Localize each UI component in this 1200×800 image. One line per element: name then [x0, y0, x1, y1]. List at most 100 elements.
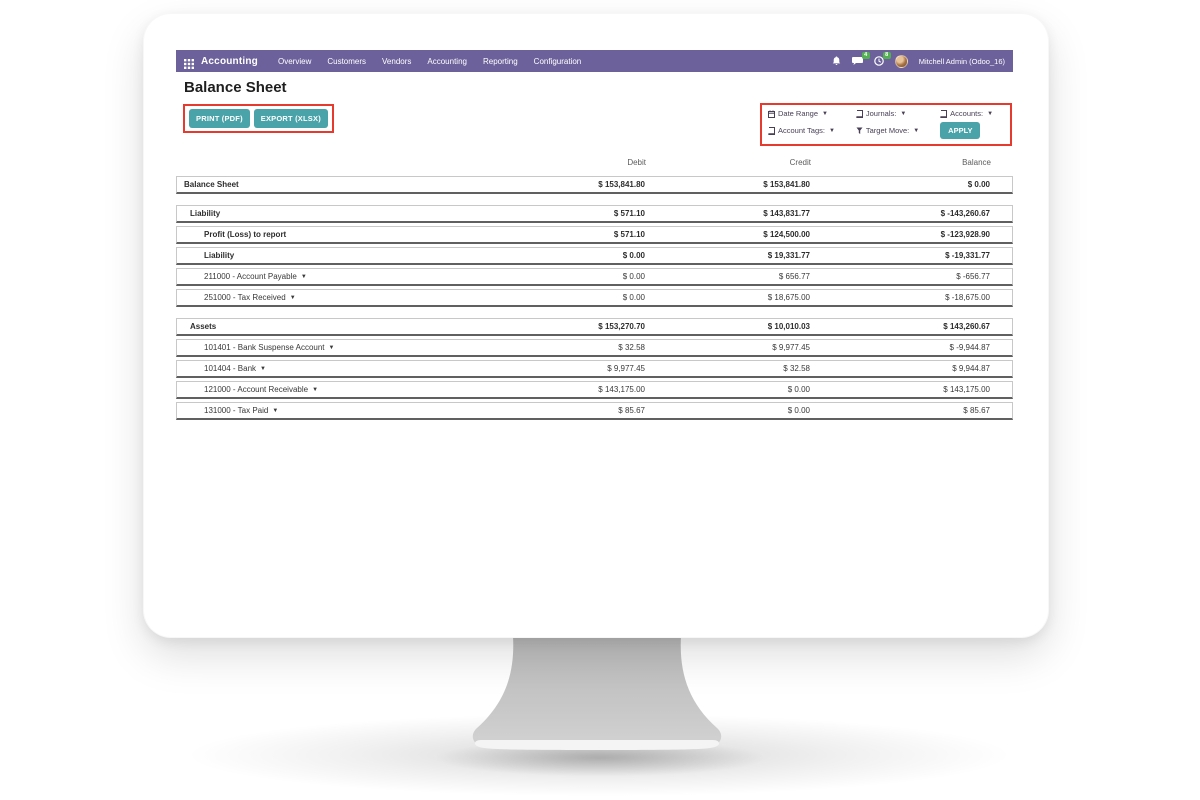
- balance-value: $ 143,175.00: [943, 385, 990, 394]
- chevron-down-icon: ▼: [987, 110, 994, 117]
- target-move-filter[interactable]: Target Move: ▼: [856, 126, 930, 135]
- account-tags-filter[interactable]: Account Tags: ▼: [768, 126, 846, 135]
- user-menu[interactable]: Mitchell Admin (Odoo_16): [918, 56, 1005, 66]
- chevron-down-icon: ▼: [822, 110, 828, 117]
- credit-value: $ 32.58: [783, 364, 810, 373]
- table-row[interactable]: 101404 - Bank ▼ $ 9,977.45 $ 32.58 $ 9,94…: [176, 360, 1013, 378]
- table-row[interactable]: 121000 - Account Receivable ▼ $ 143,175.0…: [176, 381, 1013, 399]
- label-column-header: [176, 158, 503, 167]
- chevron-down-icon: ▼: [260, 366, 266, 372]
- toolbar: PRINT (PDF) EXPORT (XLSX) Date Range ▼: [176, 96, 1013, 156]
- credit-value: $ 10,010.03: [767, 322, 810, 331]
- row-label: 131000 - Tax Paid ▼: [204, 406, 279, 415]
- page-content: Balance Sheet PRINT (PDF) EXPORT (XLSX): [176, 79, 1013, 420]
- row-label: Liability▼: [190, 209, 221, 218]
- row-label: Assets▼: [190, 322, 217, 331]
- main-menu: Overview Customers Vendors Accounting Report…: [270, 50, 589, 72]
- table-body: Balance Sheet▼ $ 153,841.80 $ 153,841.80…: [176, 176, 1013, 420]
- chevron-down-icon: ▼: [913, 127, 920, 134]
- page-title: Balance Sheet: [184, 79, 287, 96]
- monitor-stand: [467, 636, 727, 752]
- row-label: Liability▼: [204, 251, 235, 260]
- accounts-filter[interactable]: Accounts: ▼: [940, 109, 1004, 118]
- debit-value: $ 9,977.45: [607, 364, 645, 373]
- debit-value: $ 153,270.70: [598, 322, 645, 331]
- user-avatar[interactable]: [894, 54, 908, 68]
- app-brand[interactable]: Accounting: [201, 55, 258, 67]
- credit-value: $ 19,331.77: [767, 251, 810, 260]
- table-row: Liability▼ $ 0.00 $ 19,331.77 $ -19,331.…: [176, 247, 1013, 265]
- row-label: 101401 - Bank Suspense Account ▼: [204, 343, 335, 352]
- credit-value: $ 143,831.77: [763, 209, 810, 218]
- debit-value: $ 0.00: [622, 293, 645, 302]
- apply-button[interactable]: APPLY: [940, 122, 981, 139]
- activities-clock-icon[interactable]: 8: [873, 52, 891, 66]
- balance-value: $ -9,944.87: [949, 343, 990, 352]
- debit-value: $ 143,175.00: [598, 385, 645, 394]
- messages-icon[interactable]: 4: [851, 52, 870, 66]
- book-icon: [856, 109, 863, 118]
- debit-value: $ 0.00: [622, 272, 645, 281]
- debit-value: $ 153,841.80: [598, 180, 645, 189]
- activities-badge: 8: [882, 52, 891, 59]
- row-label: 121000 - Account Receivable ▼: [204, 385, 319, 394]
- credit-column-header: Credit: [789, 158, 811, 167]
- navbar-right: 4 8 Mitchell Admin (Odoo_16): [832, 52, 1005, 68]
- balance-value: $ -143,260.67: [940, 209, 990, 218]
- table-row[interactable]: 211000 - Account Payable ▼ $ 0.00 $ 656.7…: [176, 268, 1013, 286]
- debit-column-header: Debit: [627, 158, 646, 167]
- top-navbar: Accounting Overview Customers Vendors Accou…: [176, 50, 1013, 72]
- menu-item-overview[interactable]: Overview: [278, 56, 312, 66]
- balance-value: $ -18,675.00: [945, 293, 990, 302]
- credit-value: $ 0.00: [787, 385, 810, 394]
- credit-value: $ 656.77: [778, 272, 810, 281]
- export-xlsx-button[interactable]: EXPORT (XLSX): [253, 109, 328, 128]
- date-range-filter[interactable]: Date Range ▼: [768, 109, 846, 118]
- journals-filter[interactable]: Journals: ▼: [856, 109, 930, 118]
- table-row: Liability▼ $ 571.10 $ 143,831.77 $ -143,…: [176, 205, 1013, 223]
- print-pdf-button[interactable]: PRINT (PDF): [189, 109, 250, 128]
- apps-grid-icon[interactable]: [184, 56, 194, 69]
- table-header: Debit Credit Balance: [176, 158, 1013, 167]
- messages-badge: 4: [861, 52, 870, 59]
- credit-value: $ 9,977.45: [772, 343, 810, 352]
- book-icon: [940, 109, 948, 118]
- book-icon: [768, 126, 775, 135]
- chevron-down-icon: ▼: [289, 295, 296, 301]
- menu-item-configuration[interactable]: Configuration: [533, 56, 582, 66]
- debit-value: $ 32.58: [618, 343, 645, 352]
- row-label: Profit (Loss) to report▼: [204, 230, 287, 239]
- menu-item-customers[interactable]: Customers: [327, 56, 367, 66]
- table-row: Profit (Loss) to report▼ $ 571.10 $ 124,…: [176, 226, 1013, 244]
- credit-value: $ 0.00: [787, 406, 810, 415]
- balance-value: $ 9,944.87: [952, 364, 990, 373]
- chevron-down-icon: ▼: [300, 274, 307, 280]
- balance-value: $ 85.67: [963, 406, 990, 415]
- table-row: Assets▼ $ 153,270.70 $ 10,010.03 $ 143,2…: [176, 318, 1013, 336]
- chevron-down-icon: ▼: [328, 345, 335, 351]
- balance-value: $ -656.77: [956, 272, 990, 281]
- chevron-down-icon: ▼: [312, 387, 319, 393]
- row-label: 101404 - Bank ▼: [204, 364, 266, 373]
- export-buttons-annotation: PRINT (PDF) EXPORT (XLSX): [183, 104, 334, 133]
- row-label: Balance Sheet▼: [184, 180, 239, 189]
- menu-item-accounting[interactable]: Accounting: [427, 56, 467, 66]
- debit-value: $ 0.00: [622, 251, 645, 260]
- table-row[interactable]: 131000 - Tax Paid ▼ $ 85.67 $ 0.00 $ 85.6…: [176, 402, 1013, 420]
- debit-value: $ 571.10: [613, 230, 645, 239]
- debit-value: $ 85.67: [618, 406, 645, 415]
- row-label: 251000 - Tax Received ▼: [204, 293, 296, 302]
- menu-item-vendors[interactable]: Vendors: [382, 56, 412, 66]
- balance-value: $ 143,260.67: [943, 322, 990, 331]
- chevron-down-icon: ▼: [828, 127, 835, 134]
- notifications-bell-icon[interactable]: [832, 56, 841, 66]
- debit-value: $ 571.10: [613, 209, 645, 218]
- balance-value: $ 0.00: [967, 180, 990, 189]
- chevron-down-icon: ▼: [900, 110, 907, 117]
- table-row[interactable]: 251000 - Tax Received ▼ $ 0.00 $ 18,675.0…: [176, 289, 1013, 307]
- balance-sheet-report: Debit Credit Balance Balance Sheet▼ $ 15…: [176, 158, 1013, 420]
- table-row[interactable]: 101401 - Bank Suspense Account ▼ $ 32.58 …: [176, 339, 1013, 357]
- menu-item-reporting[interactable]: Reporting: [482, 56, 518, 66]
- table-row: Balance Sheet▼ $ 153,841.80 $ 153,841.80…: [176, 176, 1013, 194]
- balance-column-header: Balance: [962, 158, 991, 167]
